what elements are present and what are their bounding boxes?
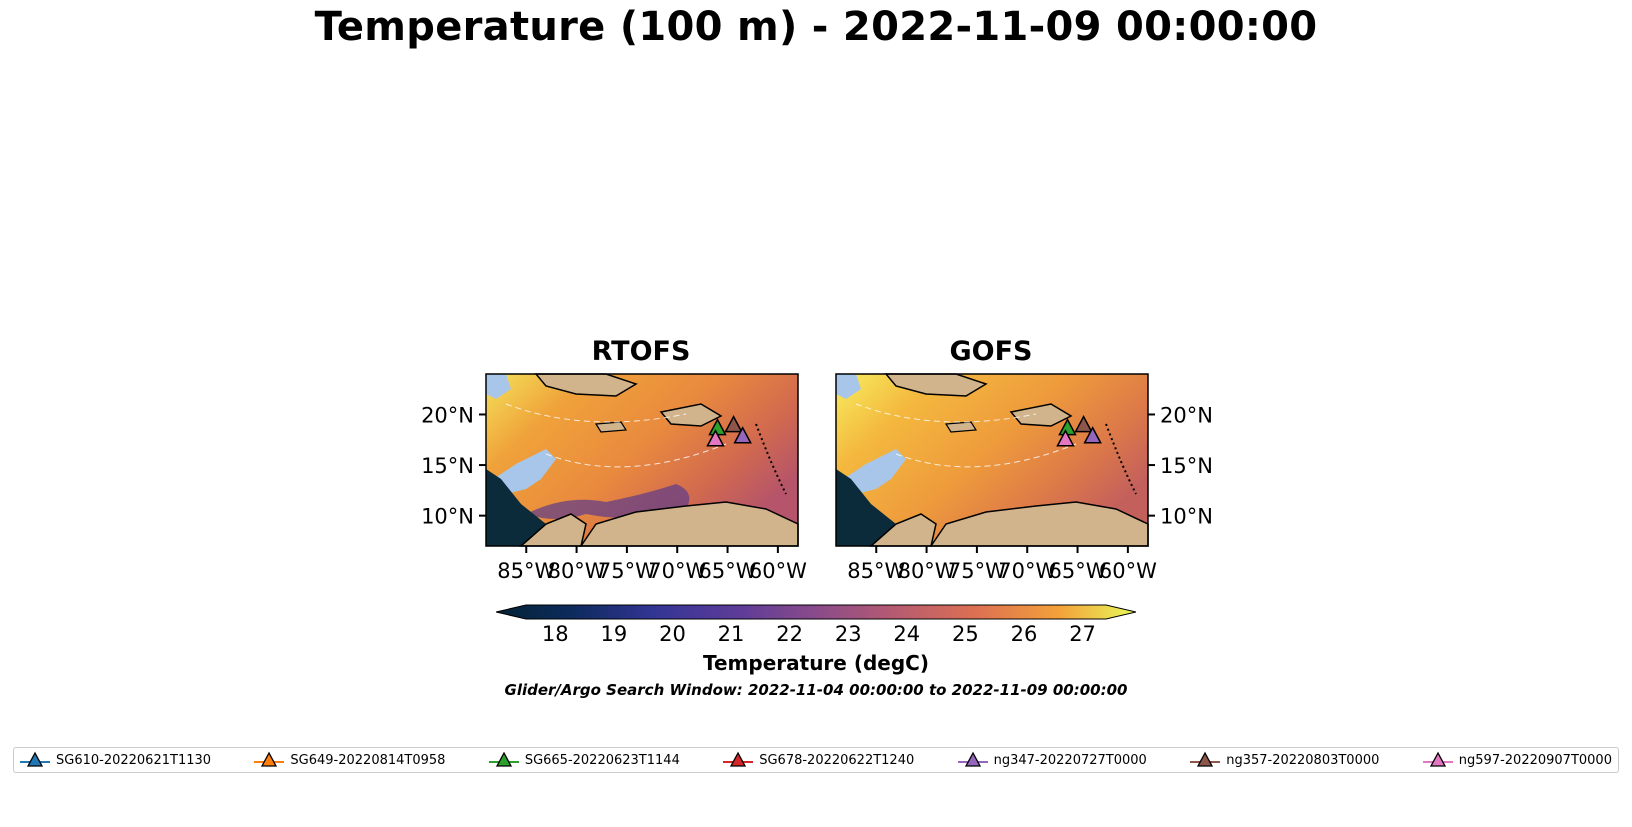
gulf-water [486, 374, 511, 399]
legend: SG610-20220621T1130 SG649-20220814T0958 … [13, 747, 1619, 773]
colorbar-tick-label: 27 [1069, 622, 1096, 646]
colorbar-tick-label: 23 [834, 622, 862, 646]
legend-label: SG678-20220622T1240 [759, 752, 915, 768]
glider-marker [733, 426, 752, 444]
map-panel-rtofs [485, 373, 799, 547]
triangle-marker-icon [1422, 751, 1453, 767]
legend-label: SG665-20220623T1144 [524, 752, 680, 768]
legend-label: ng357-20220803T0000 [1226, 752, 1380, 768]
colorbar-tick-label: 21 [717, 622, 745, 646]
land-jamaica [944, 421, 978, 433]
glider-marker [1083, 426, 1102, 444]
search-window-note: Glider/Argo Search Window: 2022-11-04 00… [504, 681, 1128, 699]
legend-label: SG649-20220814T0958 [290, 752, 446, 768]
contour-lines [505, 403, 727, 468]
legend-label: SG610-20220621T1130 [56, 752, 212, 768]
colorbar [496, 604, 1136, 620]
colorbar-tick-label: 22 [776, 622, 803, 646]
legend-item: SG649-20220814T0958 [254, 751, 445, 769]
lon-tick-label: 60°W [749, 559, 807, 583]
panel-title-gofs: GOFS [949, 336, 1033, 367]
legend-item: ng357-20220803T0000 [1190, 751, 1379, 769]
gulf-water [836, 374, 861, 399]
map-panel-gofs [835, 373, 1149, 547]
figure-title: Temperature (100 m) - 2022-11-09 00:00:0… [314, 4, 1318, 50]
contour-lines [855, 403, 1077, 468]
triangle-marker-icon [1190, 751, 1221, 767]
map-frame [835, 373, 1149, 547]
lat-tick-label: 15°N [1160, 454, 1213, 478]
lon-tick-label: 70°W [648, 559, 706, 583]
lon-tick-label: 80°W [548, 559, 606, 583]
colorbar-tick-label: 18 [541, 622, 569, 646]
legend-label: ng597-20220907T0000 [1458, 752, 1612, 768]
lat-tick-label: 20°N [421, 403, 474, 427]
lon-tick-label: 85°W [497, 559, 555, 583]
triangle-marker-icon [723, 751, 754, 767]
triangle-marker-icon [957, 751, 988, 767]
colorbar-tick-label: 19 [600, 622, 628, 646]
legend-label: ng347-20220727T0000 [993, 752, 1147, 768]
axis-ticks: 85°W80°W75°W70°W65°W60°W20°N15°N10°N85°W… [421, 403, 1213, 583]
lat-tick-label: 20°N [1160, 403, 1213, 427]
lon-tick-label: 65°W [699, 559, 757, 583]
colorbar-tick-label: 26 [1010, 622, 1038, 646]
land-hispaniola [659, 403, 723, 427]
lon-tick-label: 65°W [1049, 559, 1107, 583]
triangle-marker-icon [254, 751, 285, 767]
legend-item: SG665-20220623T1144 [488, 751, 680, 769]
legend-item: SG610-20220621T1130 [20, 751, 211, 769]
lon-tick-label: 75°W [948, 559, 1006, 583]
lesser-antilles [1105, 423, 1137, 495]
colorbar-label: Temperature (degC) [703, 651, 929, 675]
lon-tick-label: 75°W [598, 559, 656, 583]
land-jamaica [594, 421, 628, 433]
lon-tick-label: 80°W [898, 559, 956, 583]
panel-title-rtofs: RTOFS [591, 336, 691, 367]
glider-marker [1056, 429, 1075, 447]
triangle-marker-icon [488, 751, 519, 767]
colorbar-tick-label: 25 [952, 622, 979, 646]
colorbar-ramp [496, 604, 1136, 620]
lon-tick-label: 60°W [1099, 559, 1157, 583]
colorbar-tick-label: 20 [659, 622, 686, 646]
lesser-antilles [755, 423, 787, 495]
lat-tick-label: 10°N [1160, 505, 1213, 529]
colorbar-tick-label: 24 [893, 622, 921, 646]
triangle-marker-icon [20, 751, 50, 767]
lat-tick-label: 10°N [421, 505, 474, 529]
lon-tick-label: 85°W [847, 559, 905, 583]
glider-marker [706, 429, 725, 447]
lat-tick-label: 15°N [421, 454, 474, 478]
land-hispaniola [1009, 403, 1073, 427]
lon-tick-label: 70°W [998, 559, 1056, 583]
glider-marker [724, 415, 743, 433]
glider-marker [1074, 415, 1093, 433]
map-frame [485, 373, 799, 547]
legend-item: ng347-20220727T0000 [957, 751, 1147, 769]
legend-item: SG678-20220622T1240 [723, 751, 914, 769]
legend-item: ng597-20220907T0000 [1422, 751, 1612, 769]
